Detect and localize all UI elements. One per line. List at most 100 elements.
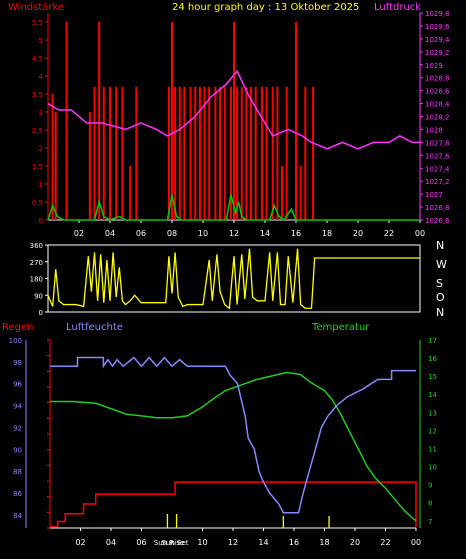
wind-tick-label: 1,5 bbox=[32, 163, 43, 171]
wind-bar bbox=[167, 86, 170, 220]
wind-bar bbox=[189, 86, 192, 220]
x-tick-label: 06 bbox=[136, 229, 146, 238]
x-tick-label: 16 bbox=[291, 229, 301, 238]
x-tick-label: 08 bbox=[167, 229, 177, 238]
wind-tick-label: 4,5 bbox=[32, 55, 43, 63]
wind-label: Windstärke bbox=[8, 2, 64, 13]
graph-title: 24 hour graph day : 13 Oktober 2025 bbox=[172, 2, 359, 13]
wind-tick-label: 2 bbox=[39, 145, 43, 153]
wind-bar bbox=[65, 22, 68, 220]
pressure-tick-label: 1028,6 bbox=[425, 88, 450, 96]
direction-tick-label: 90 bbox=[34, 292, 43, 300]
pressure-tick-label: 1028,8 bbox=[425, 75, 450, 83]
wind-bar bbox=[102, 86, 105, 220]
pressure-tick-label: 1028,4 bbox=[425, 101, 450, 109]
wind-bar bbox=[129, 166, 132, 220]
wind-bar bbox=[236, 86, 239, 220]
wind-bar bbox=[214, 86, 217, 220]
wind-bar bbox=[183, 86, 186, 220]
pressure-tick-label: 1027,2 bbox=[425, 178, 450, 186]
wind-bar bbox=[178, 86, 181, 220]
temperature-tick-label: 10 bbox=[428, 464, 437, 472]
humidity-tick-label: 96 bbox=[13, 381, 22, 389]
wind-bar bbox=[98, 22, 101, 220]
pressure-tick-label: 1029,4 bbox=[425, 36, 450, 44]
temperature-tick-label: 7 bbox=[428, 518, 432, 526]
wind-bar bbox=[229, 86, 232, 220]
wind-bar bbox=[198, 86, 201, 220]
gust-line bbox=[47, 194, 420, 222]
x-tick-label: 14 bbox=[260, 229, 270, 238]
humidity-tick-label: 98 bbox=[13, 359, 22, 367]
wind-bar bbox=[254, 86, 257, 220]
pressure-tick-label: 1027,4 bbox=[425, 165, 450, 173]
x-tick-label: 22 bbox=[380, 538, 390, 547]
rain-line bbox=[50, 481, 417, 528]
x-tick-label: 16 bbox=[289, 538, 299, 547]
pressure-tick-label: 1027,8 bbox=[425, 139, 450, 147]
wind-tick-label: 2,5 bbox=[32, 127, 43, 135]
compass-label: N bbox=[436, 306, 444, 319]
temperature-tick-label: 12 bbox=[428, 427, 437, 435]
humidity-tick-label: 92 bbox=[13, 424, 22, 432]
pressure-line bbox=[47, 69, 420, 150]
pressure-tick-label: 1027 bbox=[425, 191, 443, 199]
wind-bar bbox=[223, 86, 226, 220]
compass-label: O bbox=[436, 291, 445, 304]
compass-label: S bbox=[436, 277, 443, 290]
temperature-tick-label: 9 bbox=[428, 482, 432, 490]
wind-bar bbox=[285, 86, 288, 220]
compass-label: N bbox=[436, 239, 444, 252]
pressure-tick-label: 1028 bbox=[425, 126, 443, 134]
x-tick-label: 12 bbox=[229, 229, 239, 238]
pressure-tick-label: 1029,6 bbox=[425, 23, 450, 31]
wind-tick-label: 1 bbox=[39, 181, 43, 189]
pressure-tick-label: 1027,6 bbox=[425, 152, 450, 160]
temperature-tick-label: 17 bbox=[428, 337, 437, 345]
x-tick-label: 22 bbox=[384, 229, 394, 238]
temperature-tick-label: 8 bbox=[428, 500, 432, 508]
x-tick-label: Sun Rise bbox=[154, 539, 184, 547]
wind-tick-label: 0,5 bbox=[32, 199, 43, 207]
x-tick-label: 06 bbox=[136, 538, 146, 547]
humidity-tick-label: 90 bbox=[13, 446, 22, 454]
wind-bar bbox=[281, 166, 284, 220]
wind-bar bbox=[233, 22, 235, 220]
wind-bar bbox=[276, 86, 279, 220]
wind-tick-label: 3,5 bbox=[32, 91, 43, 99]
x-tick-label: 14 bbox=[258, 538, 268, 547]
wind-bar bbox=[240, 86, 243, 220]
humidity-label: Luftfeuchte bbox=[66, 322, 123, 333]
wind-bar bbox=[250, 86, 253, 220]
temperature-tick-label: 15 bbox=[428, 373, 437, 381]
pressure-tick-label: 1028,2 bbox=[425, 114, 450, 122]
wind-bar bbox=[135, 86, 138, 220]
compass-label: W bbox=[436, 258, 447, 271]
wind-bar bbox=[88, 112, 91, 220]
wind-bar bbox=[171, 22, 173, 220]
x-tick-label: 02 bbox=[75, 538, 85, 547]
wind-tick-label: 5 bbox=[39, 37, 43, 45]
wind-bar bbox=[203, 86, 206, 220]
pressure-label: Luftdruck bbox=[374, 2, 421, 13]
x-tick-label: 18 bbox=[322, 229, 332, 238]
wind-bar bbox=[51, 94, 54, 220]
direction-tick-label: 360 bbox=[30, 242, 43, 250]
wind-tick-label: 4 bbox=[39, 73, 44, 81]
temperature-line bbox=[50, 371, 417, 522]
wind-bar bbox=[271, 86, 274, 220]
wind-bar bbox=[93, 86, 96, 220]
wind-bar bbox=[54, 112, 57, 220]
pressure-tick-label: 1029,8 bbox=[425, 10, 450, 18]
wind-bar bbox=[194, 86, 197, 220]
temperature-tick-label: 14 bbox=[428, 391, 437, 399]
x-tick-label: 02 bbox=[74, 229, 84, 238]
wind-bar bbox=[208, 86, 211, 220]
x-tick-label: 00 bbox=[411, 538, 421, 547]
x-tick-label: 20 bbox=[350, 538, 360, 547]
wind-tick-label: 3 bbox=[39, 109, 43, 117]
rain-label: Regen bbox=[2, 322, 34, 333]
wind-bar bbox=[295, 22, 297, 220]
x-tick-label: 04 bbox=[105, 229, 115, 238]
wind-bar bbox=[115, 86, 118, 220]
